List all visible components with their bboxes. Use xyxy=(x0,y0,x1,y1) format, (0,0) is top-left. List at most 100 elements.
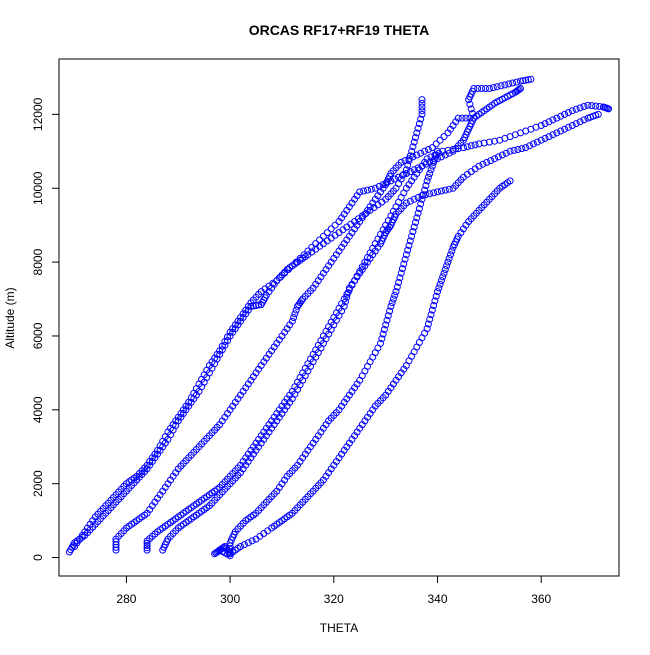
data-point xyxy=(594,110,602,118)
data-point xyxy=(402,251,410,259)
data-point xyxy=(580,103,588,110)
data-point xyxy=(462,114,470,122)
data-point xyxy=(378,335,386,343)
data-point xyxy=(367,185,375,193)
data-point xyxy=(382,321,390,329)
data-point xyxy=(432,140,440,148)
data-point xyxy=(344,289,352,297)
data-point xyxy=(522,76,530,84)
data-point xyxy=(568,107,576,115)
x-tick-label: 320 xyxy=(324,592,344,606)
x-axis-label: THETA xyxy=(320,621,358,635)
data-point xyxy=(417,200,425,208)
data-point xyxy=(240,541,248,549)
data-point xyxy=(418,99,426,107)
data-point xyxy=(592,102,600,110)
data-point xyxy=(427,311,435,319)
data-point xyxy=(277,273,285,281)
data-point xyxy=(405,157,413,165)
data-point xyxy=(545,118,553,126)
data-point xyxy=(400,260,408,268)
data-point xyxy=(561,125,569,133)
data-point xyxy=(402,166,410,174)
data-point xyxy=(510,146,518,154)
y-tick-label: 4000 xyxy=(31,396,45,423)
x-tick-label: 300 xyxy=(220,592,240,606)
data-point xyxy=(431,155,439,163)
data-point xyxy=(284,266,292,273)
data-point xyxy=(409,228,417,236)
data-point xyxy=(399,265,406,273)
data-point xyxy=(410,138,418,146)
data-point xyxy=(386,307,394,315)
data-point xyxy=(422,191,430,199)
data-point xyxy=(406,168,414,176)
data-point xyxy=(406,237,414,245)
y-tick-label: 8000 xyxy=(31,248,45,275)
data-point xyxy=(513,78,521,86)
data-point xyxy=(474,85,482,92)
data-point xyxy=(458,114,466,122)
data-point xyxy=(397,158,405,166)
data-point xyxy=(572,105,580,113)
data-point xyxy=(247,302,255,310)
data-point xyxy=(529,140,537,148)
data-point xyxy=(430,302,438,309)
data-point xyxy=(401,255,409,263)
data-point xyxy=(467,142,475,150)
data-point xyxy=(380,326,388,333)
data-point xyxy=(395,278,403,286)
data-point xyxy=(553,129,561,137)
data-point xyxy=(435,284,443,292)
data-point xyxy=(445,185,453,193)
data-point xyxy=(441,266,449,273)
data-point xyxy=(397,269,405,277)
data-point xyxy=(483,158,491,166)
data-point xyxy=(304,247,312,255)
data-point xyxy=(248,537,256,545)
data-point xyxy=(545,133,553,141)
data-point xyxy=(409,153,417,161)
data-point xyxy=(399,171,406,179)
data-point xyxy=(410,195,418,203)
data-point xyxy=(409,143,417,151)
data-point xyxy=(466,114,474,122)
data-point xyxy=(426,170,434,177)
data-point xyxy=(487,157,495,165)
data-point xyxy=(434,288,441,296)
x-tick-label: 280 xyxy=(116,592,136,606)
data-point xyxy=(340,302,348,310)
data-point xyxy=(497,82,505,90)
data-point xyxy=(527,75,535,83)
data-point xyxy=(493,83,501,91)
data-point xyxy=(342,298,349,306)
data-point xyxy=(537,122,545,129)
data-point xyxy=(421,147,429,155)
data-point xyxy=(576,104,584,112)
data-point xyxy=(143,544,151,552)
data-point xyxy=(331,221,339,229)
data-point xyxy=(537,136,545,144)
data-point xyxy=(432,151,440,159)
data-point xyxy=(572,120,580,128)
data-point xyxy=(584,101,592,109)
data-point xyxy=(431,297,439,305)
data-point xyxy=(459,144,467,152)
data-point xyxy=(414,124,422,132)
data-point xyxy=(439,273,447,281)
data-point xyxy=(327,225,335,233)
data-point xyxy=(412,134,419,141)
data-point xyxy=(557,127,565,135)
data-point xyxy=(533,138,541,146)
data-point xyxy=(480,139,488,147)
data-point xyxy=(296,254,304,262)
y-tick-label: 6000 xyxy=(31,322,45,349)
data-point xyxy=(237,543,244,550)
data-point xyxy=(491,137,499,145)
data-point xyxy=(494,153,502,161)
data-point xyxy=(436,136,444,144)
data-point xyxy=(447,251,454,259)
data-point xyxy=(300,251,308,259)
data-point xyxy=(419,191,427,199)
